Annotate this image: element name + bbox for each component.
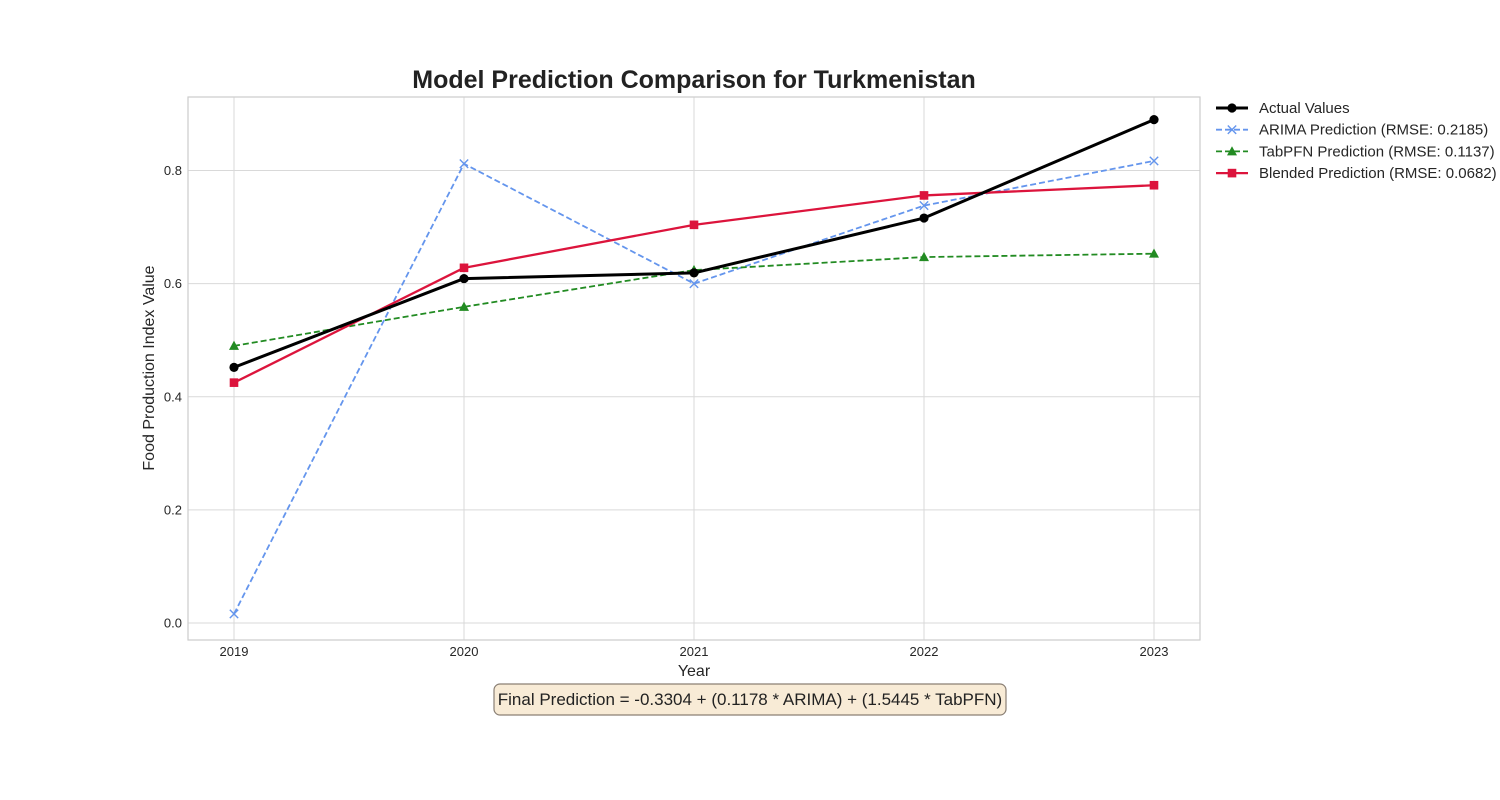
legend-item-blended: Blended Prediction (RMSE: 0.0682)	[1216, 165, 1497, 182]
x-axis-label: Year	[678, 663, 711, 680]
formula-text: Final Prediction = -0.3304 + (0.1178 * A…	[498, 690, 1002, 709]
x-tick-label: 2020	[450, 644, 479, 659]
legend-label: TabPFN Prediction (RMSE: 0.1137)	[1259, 143, 1495, 160]
data-point-blended	[1149, 180, 1159, 190]
series-actual	[229, 115, 1159, 372]
data-point-tabpfn	[229, 340, 239, 350]
legend-label: ARIMA Prediction (RMSE: 0.2185)	[1259, 122, 1488, 139]
data-point-arima	[919, 200, 929, 211]
data-point-tabpfn	[919, 251, 929, 262]
data-point-arima	[459, 159, 469, 169]
tick-labels: 2019 2020 2021 2022 2023 0.0 0.2 0.4 0.6 0.8	[164, 163, 1169, 659]
legend-marker	[1227, 146, 1237, 156]
series-line-tabpfn	[233, 252, 1155, 347]
legend-item-arima: ARIMA Prediction (RMSE: 0.2185)	[1216, 122, 1488, 139]
data-point-blended	[459, 263, 469, 273]
x-tick-label: 2023	[1140, 644, 1169, 659]
chart-title: Model Prediction Comparison for Turkmeni…	[412, 66, 976, 94]
data-point-actual	[689, 268, 699, 278]
y-tick-label: 0.6	[164, 276, 182, 291]
formula-annotation: Final Prediction = -0.3304 + (0.1178 * A…	[493, 683, 1007, 716]
plot-frame	[187, 96, 1201, 641]
legend-item-actual: Actual Values	[1216, 100, 1350, 117]
y-axis-label: Food Production Index Value	[141, 265, 158, 470]
data-point-actual	[459, 273, 469, 284]
y-tick-label: 0.4	[164, 389, 182, 404]
y-tick-label: 0.2	[164, 502, 182, 517]
series-line-arima	[233, 160, 1155, 615]
data-point-blended	[689, 220, 699, 230]
series	[229, 115, 1159, 619]
legend: Actual Values ARIMA Prediction (RMSE: 0.2…	[1216, 100, 1497, 182]
data-point-tabpfn	[1149, 248, 1159, 258]
grid	[188, 97, 1200, 640]
formula-box	[493, 683, 1007, 716]
data-point-blended	[229, 378, 239, 387]
legend-marker	[1227, 103, 1237, 113]
legend-marker	[1227, 125, 1237, 135]
x-tick-label: 2021	[680, 644, 709, 659]
legend-marker	[1227, 168, 1237, 178]
series-arima	[229, 156, 1159, 619]
legend-label: Actual Values	[1259, 100, 1350, 117]
y-tick-label: 0.8	[164, 163, 182, 178]
legend-item-tabpfn: TabPFN Prediction (RMSE: 0.1137)	[1216, 143, 1495, 160]
x-tick-label: 2022	[910, 644, 939, 659]
data-point-arima	[689, 278, 699, 289]
series-blended	[229, 180, 1159, 387]
data-point-arima	[1149, 156, 1159, 166]
y-tick-label: 0.0	[164, 616, 182, 631]
data-point-actual	[919, 213, 929, 223]
x-tick-label: 2019	[220, 644, 249, 659]
legend-label: Blended Prediction (RMSE: 0.0682)	[1259, 165, 1497, 182]
data-point-blended	[919, 191, 929, 200]
data-point-actual	[229, 362, 239, 372]
data-point-arima	[229, 609, 239, 619]
data-point-actual	[1149, 115, 1159, 125]
data-point-tabpfn	[459, 301, 469, 311]
